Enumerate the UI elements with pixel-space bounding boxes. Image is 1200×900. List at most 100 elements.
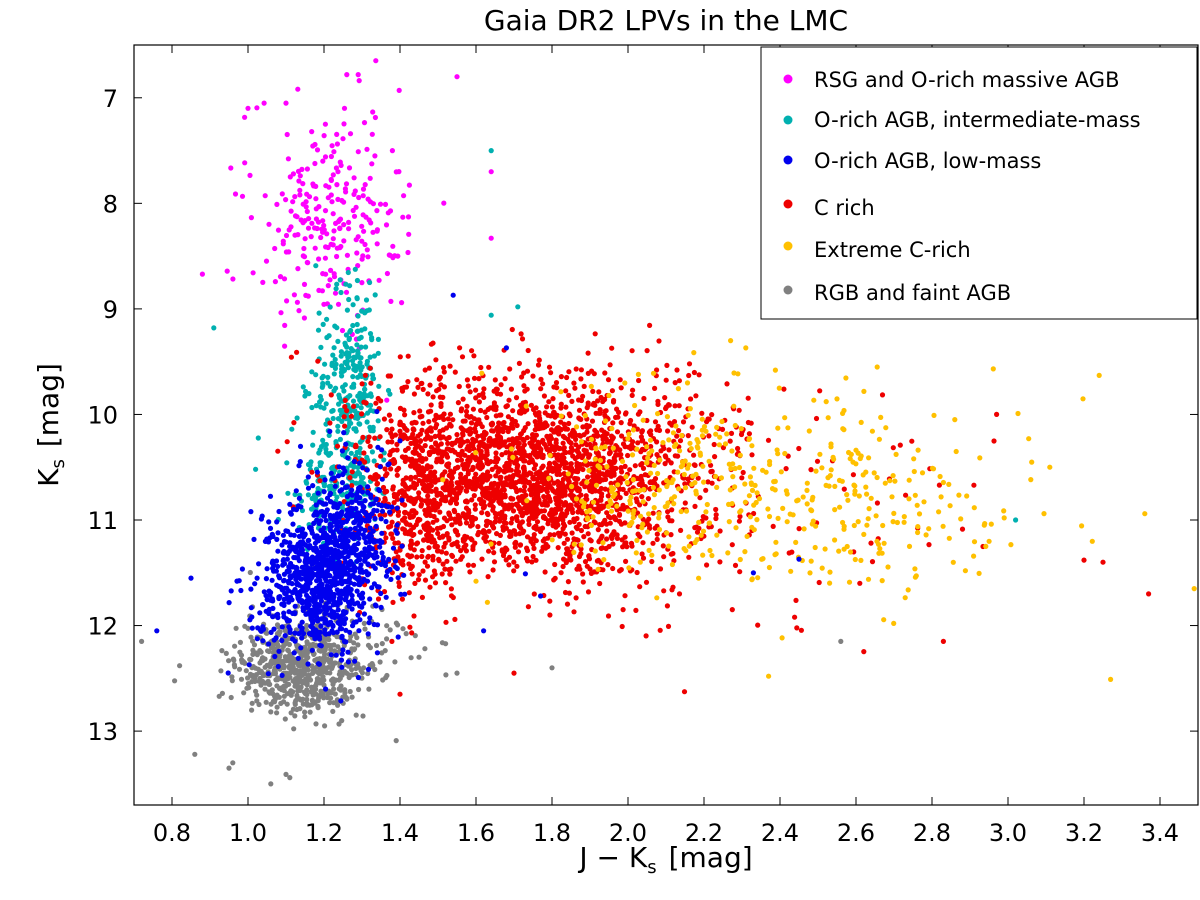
- data-point: [475, 433, 481, 439]
- data-point: [386, 252, 392, 258]
- data-point: [630, 515, 636, 521]
- data-point: [475, 524, 481, 530]
- data-point: [637, 409, 643, 415]
- data-point: [469, 537, 475, 543]
- data-point: [674, 433, 680, 439]
- data-point: [578, 376, 584, 382]
- data-point: [644, 417, 650, 424]
- data-point: [305, 461, 312, 468]
- data-point: [440, 561, 446, 567]
- data-point: [832, 507, 838, 513]
- data-point: [581, 534, 587, 540]
- data-point: [501, 487, 507, 493]
- data-point: [551, 409, 557, 416]
- data-point: [609, 388, 616, 394]
- data-point: [488, 148, 494, 154]
- data-point: [381, 416, 387, 422]
- data-point: [575, 509, 581, 515]
- data-point: [782, 415, 788, 421]
- data-point: [302, 714, 308, 720]
- data-point: [529, 559, 535, 565]
- data-point: [348, 346, 354, 352]
- data-point: [608, 480, 614, 486]
- data-point: [504, 547, 510, 553]
- data-point: [540, 463, 546, 469]
- data-point: [465, 471, 471, 477]
- data-point: [471, 493, 477, 499]
- data-point: [273, 660, 279, 666]
- data-point: [1108, 676, 1114, 683]
- data-point: [654, 531, 660, 537]
- data-point: [416, 478, 422, 484]
- data-point: [781, 386, 787, 392]
- data-point: [322, 723, 328, 729]
- data-point: [295, 680, 301, 686]
- data-point: [877, 546, 883, 552]
- data-point: [686, 372, 692, 379]
- data-point: [578, 416, 584, 422]
- data-point: [464, 488, 470, 494]
- data-point: [541, 508, 548, 514]
- data-point: [433, 441, 439, 447]
- data-point: [246, 662, 252, 668]
- data-point: [294, 415, 300, 421]
- data-point: [329, 362, 335, 368]
- data-point: [439, 640, 445, 646]
- data-point: [376, 277, 382, 283]
- data-point: [618, 567, 624, 573]
- data-point: [337, 277, 343, 283]
- data-point: [269, 645, 275, 651]
- data-point: [694, 444, 700, 450]
- data-point: [383, 535, 389, 541]
- data-point: [374, 241, 380, 247]
- data-point: [828, 444, 834, 450]
- data-point: [367, 175, 373, 181]
- data-point: [689, 424, 695, 430]
- data-point: [303, 199, 309, 205]
- data-point: [349, 667, 355, 673]
- data-point: [317, 399, 323, 405]
- data-point: [328, 153, 334, 160]
- data-point: [405, 379, 411, 385]
- data-point: [304, 191, 310, 197]
- data-point: [385, 439, 391, 445]
- data-point: [521, 438, 527, 444]
- data-point: [347, 688, 353, 695]
- data-point: [977, 455, 983, 461]
- data-point: [368, 220, 374, 226]
- data-point: [258, 682, 264, 688]
- data-point: [909, 438, 915, 444]
- data-point: [578, 551, 584, 557]
- data-point: [422, 646, 428, 652]
- data-point: [521, 464, 527, 470]
- data-point: [795, 497, 801, 503]
- data-point: [331, 149, 337, 155]
- data-point: [531, 436, 538, 442]
- data-point: [441, 365, 447, 371]
- data-point: [229, 674, 235, 680]
- data-point: [331, 274, 338, 280]
- data-point: [464, 438, 471, 444]
- data-point: [406, 182, 412, 188]
- data-point: [555, 522, 561, 528]
- data-point: [454, 465, 461, 471]
- data-point: [666, 543, 672, 549]
- data-point: [341, 388, 347, 394]
- data-point: [294, 299, 300, 305]
- data-point: [318, 234, 324, 241]
- data-point: [256, 701, 262, 708]
- data-point: [988, 521, 994, 527]
- data-point: [292, 630, 298, 636]
- data-point: [700, 463, 706, 469]
- data-point: [432, 540, 438, 546]
- data-point: [732, 422, 738, 429]
- data-point: [322, 208, 329, 214]
- data-point: [239, 657, 245, 663]
- data-point: [470, 546, 476, 553]
- data-point: [239, 193, 246, 199]
- data-point: [664, 603, 671, 609]
- data-point: [401, 407, 407, 413]
- data-point: [522, 484, 528, 490]
- series-0-points: [199, 58, 494, 403]
- data-point: [596, 539, 602, 545]
